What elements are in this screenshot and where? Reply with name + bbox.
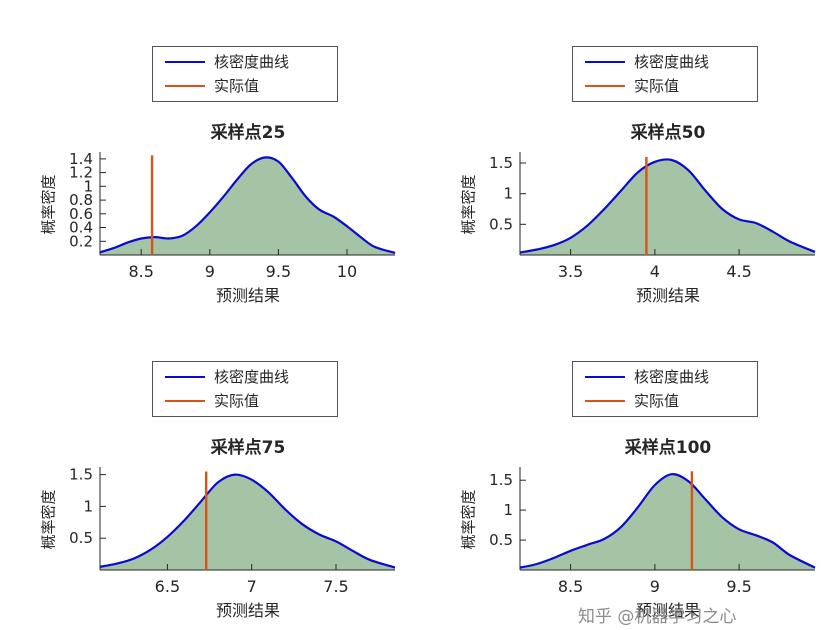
legend-label-actual: 实际值 [214, 391, 260, 410]
kde-curve [99, 473, 396, 569]
chart-title: 采样点100 [624, 438, 712, 458]
actual-line-sample-icon [585, 400, 625, 402]
y-tick-label: 1.5 [69, 466, 93, 484]
kde-line-sample-icon [585, 376, 625, 378]
kde-fill-area [100, 157, 395, 255]
legend: 核密度曲线 实际值 [572, 361, 758, 417]
chart-title: 采样点25 [210, 123, 286, 143]
watermark: 知乎 @机器学习之心 [578, 607, 737, 627]
legend-label-kde: 核密度曲线 [634, 52, 710, 71]
x-tick-label: 8.5 [558, 577, 583, 596]
x-tick-label: 9 [205, 262, 215, 281]
kde-line-sample-icon [585, 61, 625, 63]
legend-label-actual: 实际值 [634, 391, 680, 410]
y-tick-label: 0.8 [69, 191, 93, 209]
kde-plot: 8.5 9 9.5 10 0.20.40.60.811.21.4 [69, 150, 396, 281]
kde-line-sample-icon [165, 61, 205, 63]
kde-fill-area [520, 159, 815, 255]
legend: 核密度曲线 实际值 [152, 361, 338, 417]
subplot-sample-25: 核密度曲线 实际值 采样点25 概率密度 8.5 9 9.5 10 0.2 0.4 0.6 0… [0, 0, 420, 315]
kde-fill-area [520, 474, 815, 570]
y-tick-label: 0.5 [489, 531, 513, 549]
kde-line-sample-icon [165, 376, 205, 378]
y-tick-label: 1.5 [489, 154, 513, 172]
y-tick-label: 1 [503, 185, 513, 203]
y-tick-label: 0.4 [69, 219, 93, 237]
y-tick-label: 1.5 [489, 471, 513, 489]
kde-curve [99, 156, 396, 254]
legend-label-kde: 核密度曲线 [214, 52, 290, 71]
y-tick-label: 1 [83, 177, 93, 195]
x-tick-label: 9 [650, 577, 660, 596]
kde-plot: 8.5 9 9.5 0.5 1 1.5 [489, 467, 816, 596]
kde-curve [519, 158, 816, 254]
y-tick-label: 0.5 [489, 215, 513, 233]
kde-curve [519, 473, 816, 569]
kde-fill-area [100, 474, 395, 570]
y-tick-label: 1 [503, 501, 513, 519]
y-tick-label: 0.6 [69, 205, 93, 223]
x-axis-label: 预测结果 [215, 601, 280, 620]
y-tick-label: 1.2 [69, 164, 93, 182]
legend-entry-actual: 实际值 [165, 390, 325, 412]
x-tick-label: 4.5 [726, 262, 751, 281]
kde-plot: 6.5 7 7.5 0.5 1 1.5 [69, 466, 396, 596]
x-tick-label: 9.5 [726, 577, 751, 596]
legend-label-kde: 核密度曲线 [634, 367, 710, 386]
legend-entry-kde: 核密度曲线 [585, 51, 745, 73]
actual-line-sample-icon [585, 85, 625, 87]
x-tick-label: 7.5 [323, 577, 348, 596]
x-axis-label: 预测结果 [215, 286, 280, 305]
legend-entry-actual: 实际值 [585, 75, 745, 97]
y-tick-label: 0.2 [69, 232, 93, 250]
legend: 核密度曲线 实际值 [572, 46, 758, 102]
legend-entry-actual: 实际值 [165, 75, 325, 97]
legend-entry-kde: 核密度曲线 [165, 366, 325, 388]
x-tick-label: 10 [337, 262, 357, 281]
legend-entry-kde: 核密度曲线 [585, 366, 745, 388]
legend-entry-actual: 实际值 [585, 390, 745, 412]
x-tick-label: 7 [247, 577, 257, 596]
x-tick-label: 4 [650, 262, 660, 281]
legend: 核密度曲线 实际值 [152, 46, 338, 102]
x-axis-label: 预测结果 [635, 286, 700, 305]
actual-line-sample-icon [165, 85, 205, 87]
legend-label-actual: 实际值 [214, 76, 260, 95]
x-tick-label: 8.5 [128, 262, 153, 281]
y-tick-label: 1.4 [69, 150, 93, 168]
x-axis-label: 预测结果 [635, 601, 700, 620]
legend-label-kde: 核密度曲线 [214, 367, 290, 386]
y-tick-label: 1 [83, 497, 93, 515]
kde-plot: 3.5 4 4.5 0.5 1 1.5 [489, 152, 816, 281]
y-tick-label: 0.5 [69, 529, 93, 547]
x-tick-label: 6.5 [155, 577, 180, 596]
x-tick-label: 3.5 [558, 262, 583, 281]
x-tick-label: 9.5 [266, 262, 291, 281]
subplot-sample-100: 核密度曲线 实际值 采样点100 概率密度 8.5 9 9.5 0.5 1 1.5 预测结… [420, 315, 840, 630]
legend-label-actual: 实际值 [634, 76, 680, 95]
subplot-sample-50: 核密度曲线 实际值 采样点50 概率密度 3.5 4 4.5 0.5 1 1.5 预测结果 [420, 0, 840, 315]
subplot-sample-75: 核密度曲线 实际值 采样点75 概率密度 6.5 7 7.5 0.5 1 1.5 预测结果 [0, 315, 420, 630]
legend-entry-kde: 核密度曲线 [165, 51, 325, 73]
actual-line-sample-icon [165, 400, 205, 402]
chart-title: 采样点75 [210, 438, 286, 458]
chart-title: 采样点50 [630, 123, 706, 143]
